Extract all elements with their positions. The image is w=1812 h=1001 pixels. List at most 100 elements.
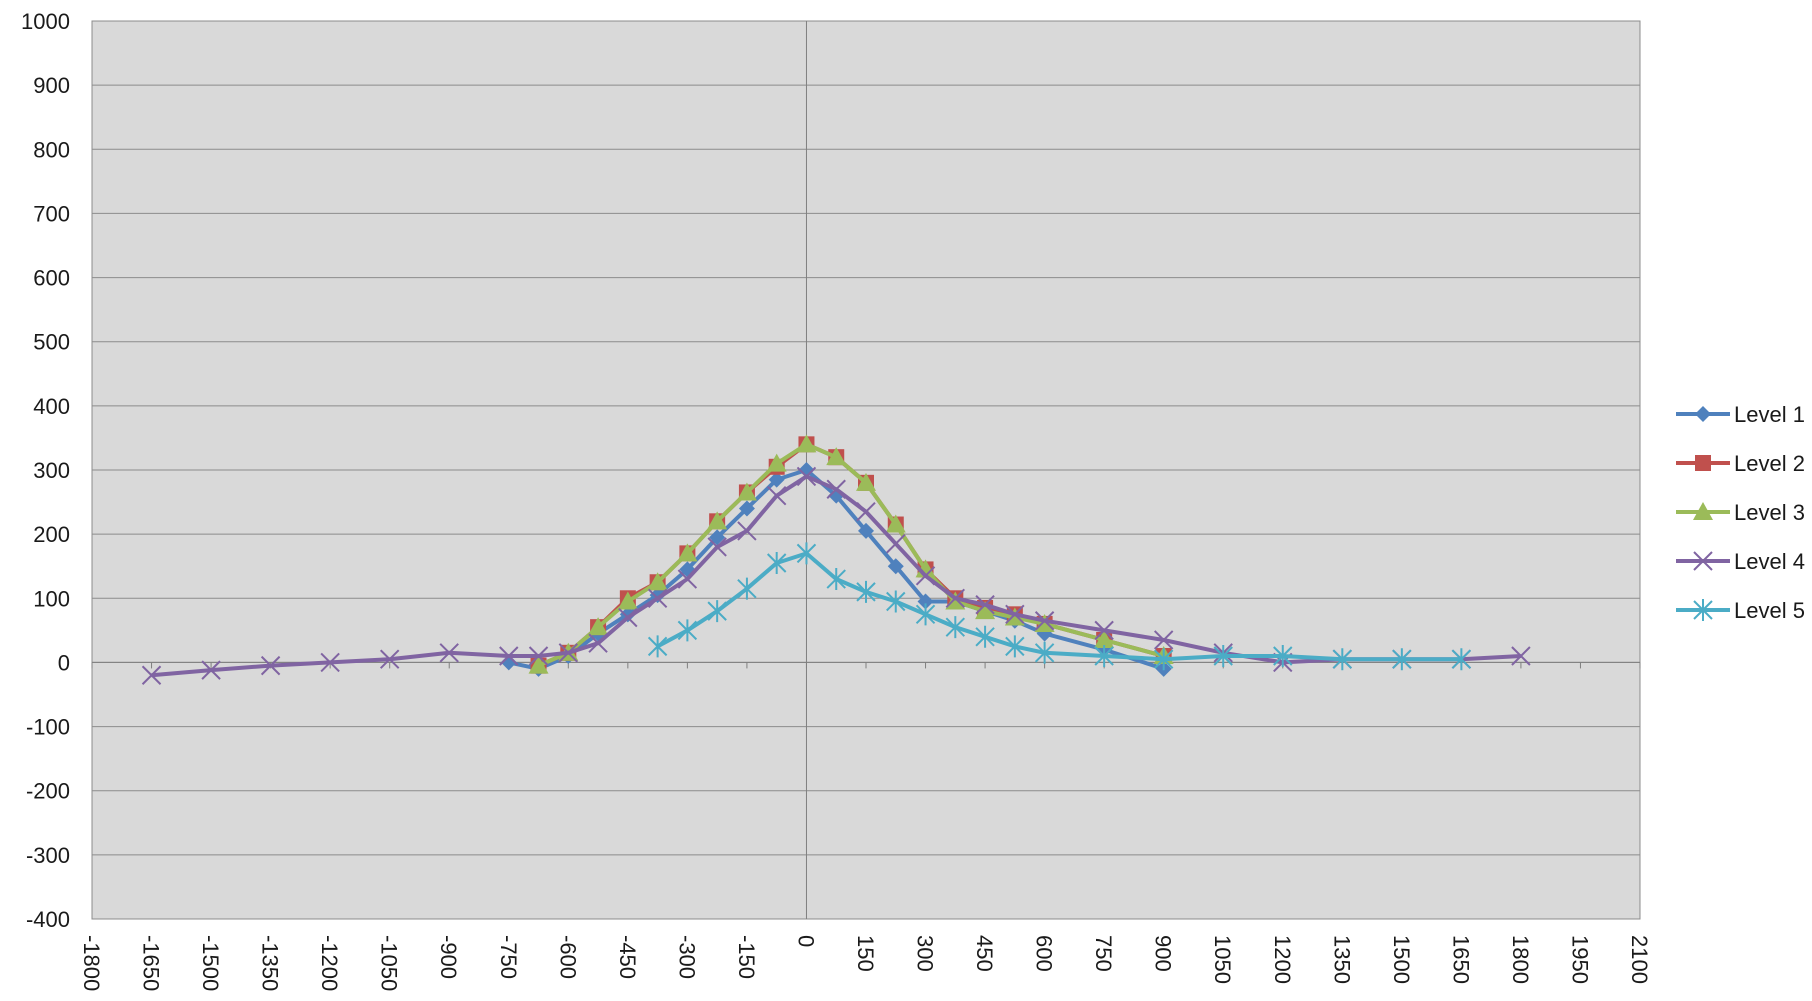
- x-tick-label: 1650: [1448, 935, 1473, 984]
- legend: Level 1 Level 2 Level 3 Level 4 Level 5: [1676, 402, 1805, 623]
- data-point: [1034, 613, 1055, 632]
- data-point: [1153, 630, 1174, 650]
- data-point: [975, 625, 995, 648]
- data-point: [917, 593, 934, 610]
- series-line: [537, 442, 1165, 668]
- data-point: [886, 534, 906, 554]
- legend-label: Level 2: [1734, 451, 1805, 476]
- y-tick-label: 1000: [21, 9, 70, 34]
- legend-label: Level 1: [1734, 402, 1805, 427]
- legend-label: Level 4: [1734, 549, 1805, 574]
- data-point: [617, 591, 638, 610]
- x-tick-label: 2100: [1627, 935, 1652, 984]
- data-point: [885, 514, 906, 533]
- data-point: [1213, 645, 1233, 668]
- data-point: [558, 643, 579, 663]
- data-point: [528, 646, 549, 666]
- legend-marker: [1695, 455, 1711, 471]
- data-point: [915, 566, 936, 586]
- data-point: [260, 655, 281, 676]
- x-tick-label: -1350: [258, 935, 283, 991]
- data-point: [738, 500, 755, 517]
- data-point: [766, 552, 787, 575]
- data-point: [826, 568, 846, 591]
- data-point: [796, 434, 817, 453]
- data-point: [736, 482, 757, 501]
- data-point: [1153, 648, 1174, 671]
- data-point: [856, 501, 876, 522]
- x-tick-label: -900: [436, 935, 461, 979]
- x-tick-label: 1200: [1270, 935, 1295, 984]
- data-point: [886, 590, 906, 613]
- data-point: [677, 619, 698, 642]
- legend-marker: [1693, 599, 1713, 621]
- data-point: [1451, 648, 1472, 671]
- data-point: [1005, 604, 1025, 625]
- data-point: [887, 558, 904, 575]
- data-point: [500, 654, 517, 671]
- y-tick-label: 900: [33, 73, 70, 98]
- x-tick-label: -150: [734, 935, 759, 979]
- series-3: [528, 434, 1174, 674]
- data-point: [1094, 620, 1114, 641]
- data-point: [858, 522, 874, 539]
- gridlines: [92, 20, 1640, 920]
- data-point: [320, 652, 340, 673]
- legend-item: Level 2: [1676, 451, 1805, 476]
- data-point: [737, 577, 757, 600]
- data-point: [1034, 611, 1055, 631]
- x-tick-label: 300: [913, 935, 938, 972]
- axes: -400 -300 -200 -100 0 100 200 300 400 500 600 700 80…: [21, 9, 1652, 991]
- data-point: [796, 542, 817, 565]
- x-tick-label: 1050: [1210, 935, 1235, 984]
- legend-label: Level 5: [1734, 598, 1805, 623]
- x-tick-label: -1650: [139, 935, 164, 991]
- data-point: [1005, 635, 1025, 658]
- legend-marker: [1693, 502, 1713, 520]
- data-point: [439, 643, 459, 663]
- data-point: [826, 479, 846, 499]
- data-point: [945, 588, 966, 608]
- data-point: [647, 588, 668, 608]
- y-tick-label: 600: [33, 266, 70, 291]
- data-point: [588, 633, 608, 653]
- data-point: [1332, 648, 1353, 671]
- data-point: [707, 537, 727, 557]
- data-point: [1004, 607, 1025, 626]
- data-point: [1392, 648, 1412, 671]
- x-tick-label: 600: [1032, 935, 1057, 972]
- y-tick-label: 400: [33, 394, 70, 419]
- y-tick-label: 0: [58, 650, 70, 675]
- x-tick-label: -450: [615, 935, 640, 979]
- x-tick-label: -300: [674, 935, 699, 979]
- x-tick-label: -750: [496, 935, 521, 979]
- y-tick-label: -200: [26, 779, 70, 804]
- data-point: [379, 649, 400, 669]
- x-tick-label: 450: [972, 935, 997, 972]
- data-point: [141, 665, 162, 685]
- x-tick-label: 150: [853, 935, 878, 972]
- x-tick-label: -1500: [198, 935, 223, 991]
- data-point: [1511, 646, 1531, 666]
- legend-item: Level 5: [1676, 598, 1805, 623]
- data-point: [709, 529, 726, 546]
- data-point: [915, 603, 936, 626]
- data-point: [647, 635, 668, 658]
- data-point: [856, 472, 876, 491]
- y-tick-label: -400: [26, 907, 70, 932]
- series-group: [141, 434, 1531, 685]
- x-tick-label: -1800: [79, 935, 104, 991]
- x-tick-label: 900: [1151, 935, 1176, 972]
- data-point: [677, 569, 698, 589]
- data-point: [766, 485, 787, 506]
- data-point: [588, 617, 609, 636]
- legend-label: Level 3: [1734, 500, 1805, 525]
- legend-item: Level 4: [1676, 549, 1805, 574]
- data-point: [707, 600, 727, 623]
- data-point: [499, 646, 519, 666]
- data-point: [1273, 645, 1293, 668]
- x-tick-label: 1500: [1389, 935, 1414, 984]
- x-tick-label: 0: [793, 935, 818, 947]
